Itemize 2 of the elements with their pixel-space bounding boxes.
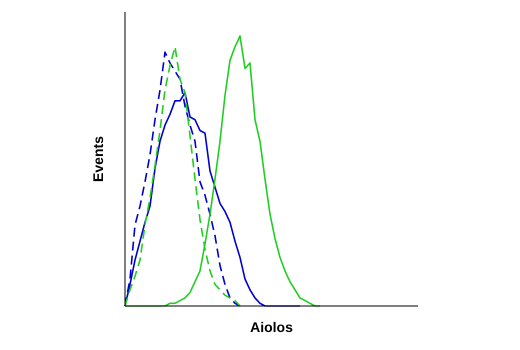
x-axis-title: Aiolos bbox=[250, 319, 294, 335]
y-axis-title: Events bbox=[90, 136, 106, 182]
